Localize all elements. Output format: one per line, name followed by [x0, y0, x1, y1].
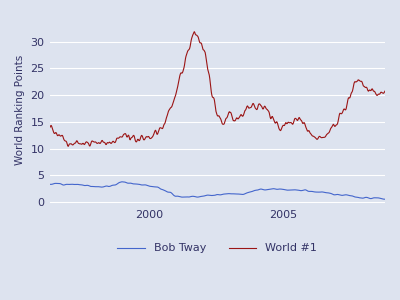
Line: World #1: World #1: [50, 32, 385, 146]
Bob Tway: [137, 183, 142, 186]
World #1: [311, 135, 316, 138]
Bob Tway: [286, 188, 290, 192]
World #1: [263, 106, 268, 109]
World #1: [192, 30, 197, 34]
Y-axis label: World Ranking Points: World Ranking Points: [15, 55, 25, 165]
Bob Tway: [263, 188, 268, 192]
Bob Tway: [120, 180, 124, 184]
Legend: Bob Tway, World #1: Bob Tway, World #1: [113, 239, 322, 258]
World #1: [137, 139, 142, 142]
World #1: [47, 126, 52, 130]
World #1: [382, 89, 387, 93]
Line: Bob Tway: Bob Tway: [50, 182, 385, 199]
Bob Tway: [47, 183, 52, 186]
World #1: [215, 113, 220, 117]
World #1: [66, 145, 70, 148]
Bob Tway: [311, 190, 316, 194]
Bob Tway: [281, 188, 286, 191]
Bob Tway: [382, 197, 387, 201]
World #1: [286, 120, 291, 124]
Bob Tway: [214, 193, 219, 196]
World #1: [281, 124, 286, 127]
